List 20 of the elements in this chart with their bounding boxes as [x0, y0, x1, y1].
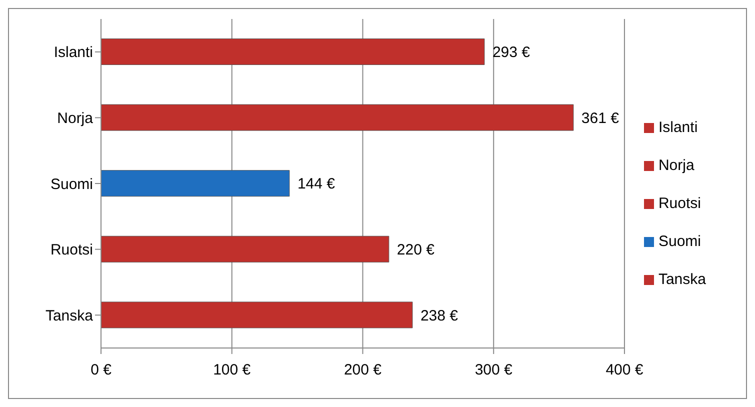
- y-tick-label: Suomi: [50, 176, 93, 193]
- data-label: 293 €: [492, 44, 531, 62]
- x-tick-label: 200 €: [344, 362, 382, 379]
- x-tick-label: 400 €: [606, 362, 644, 379]
- legend-label: Suomi: [658, 232, 701, 250]
- legend-label: Islanti: [658, 118, 698, 136]
- x-tick-label: 100 €: [213, 362, 252, 379]
- data-label: 220 €: [396, 241, 436, 258]
- data-label: 238 €: [420, 307, 459, 324]
- data-label: 144 €: [297, 176, 336, 193]
- x-tick-label: 300 €: [474, 362, 514, 379]
- legend-label: Norja: [658, 156, 694, 174]
- y-tick-label: Norja: [57, 110, 94, 128]
- y-tick-label: Islanti: [54, 44, 93, 62]
- x-tick-label: 0 €: [90, 362, 112, 379]
- data-label: 361 €: [581, 110, 620, 127]
- y-tick-label: Tanska: [45, 307, 94, 324]
- legend-label: Tanska: [658, 270, 706, 288]
- legend-label: Ruotsi: [658, 194, 701, 212]
- y-tick-label: Ruotsi: [50, 242, 93, 259]
